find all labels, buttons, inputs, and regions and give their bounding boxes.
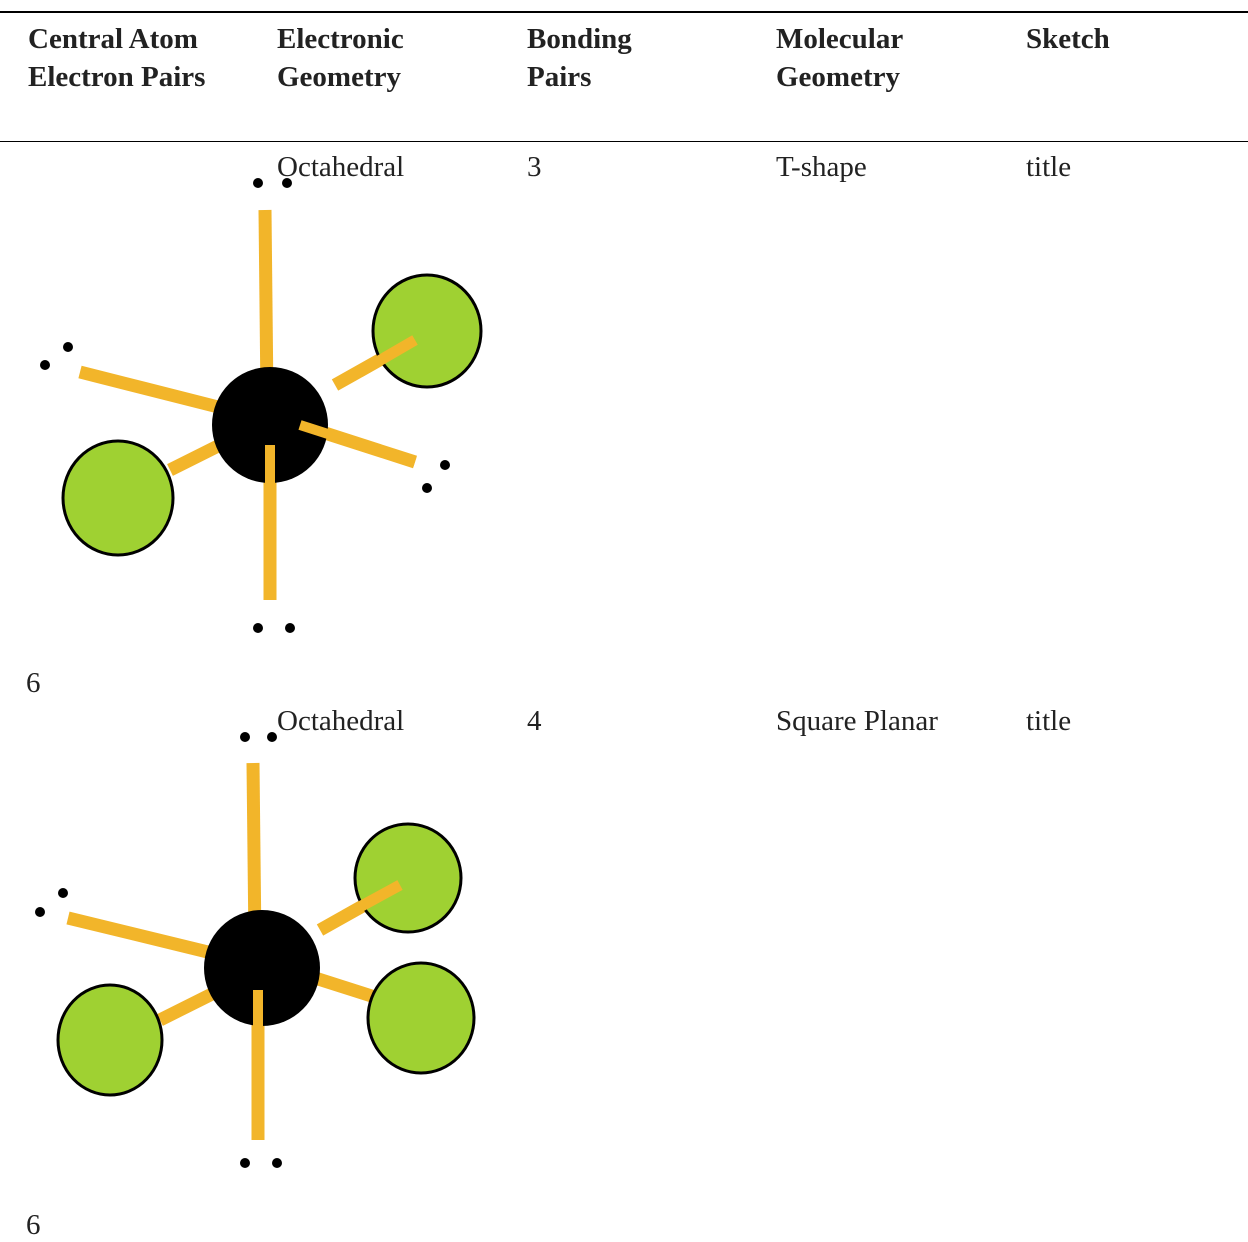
molecule-sketch <box>40 178 483 633</box>
cell: Square Planar <box>776 705 938 737</box>
cell: 6 <box>26 667 41 699</box>
molecule-sketch <box>35 732 476 1168</box>
cell: title <box>1026 705 1072 737</box>
header-cell: Molecular Geometry <box>776 23 903 93</box>
cell: 3 <box>527 151 542 183</box>
header-cell: Bonding Pairs <box>527 23 632 93</box>
header-cell: Central Atom Electron Pairs <box>28 23 206 93</box>
header-cell: Sketch <box>1026 23 1110 55</box>
cell: T-shape <box>776 151 867 183</box>
header-cell: Electronic Geometry <box>277 23 404 93</box>
cell: 4 <box>527 705 542 737</box>
cell: title <box>1026 151 1072 183</box>
cell: 6 <box>26 1209 41 1241</box>
cell: Octahedral <box>277 151 405 183</box>
top-rule <box>0 11 1248 13</box>
cell: Octahedral <box>277 705 405 737</box>
header-rule <box>0 141 1248 142</box>
